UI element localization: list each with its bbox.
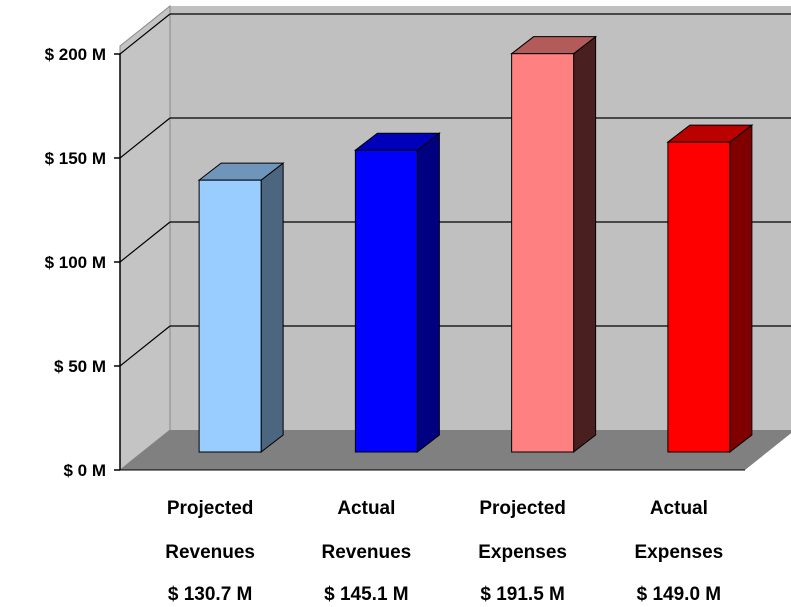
bar-front (511, 53, 575, 453)
category-label: Revenues (165, 542, 255, 563)
floor-plane (120, 430, 791, 470)
value-label: $ 130.7 M (168, 584, 253, 605)
bar-front (354, 149, 418, 453)
value-label: $ 149.0 M (637, 584, 722, 605)
chart-floor (120, 430, 791, 470)
back-wall (170, 6, 791, 430)
bar-3 (510, 35, 598, 454)
y-tick-label: $ 100 M (45, 253, 106, 272)
bar-front (667, 141, 731, 453)
side-wall (119, 4, 171, 472)
bars (197, 35, 754, 454)
chart-walls (119, 4, 791, 472)
y-tick-label: $ 0 M (63, 461, 106, 480)
category-label: Actual (650, 498, 708, 519)
x-category-labels: Projected Revenues $ 130.7 M Actual Revenues… (165, 498, 723, 605)
y-tick-label: $ 50 M (54, 357, 106, 376)
category-label: Projected (479, 498, 566, 519)
y-tick-label: $ 200 M (45, 45, 106, 64)
bar-4 (666, 124, 754, 454)
y-tick-labels: $ 0 M $ 50 M $ 100 M $ 150 M $ 200 M (45, 45, 106, 480)
value-label: $ 191.5 M (480, 584, 565, 605)
y-tick-label: $ 150 M (45, 149, 106, 168)
bar-side (260, 162, 284, 454)
bar-2 (353, 132, 441, 454)
y-axis (114, 53, 745, 471)
bar-1 (197, 162, 285, 454)
category-label: Expenses (478, 542, 567, 563)
category-label: Expenses (635, 542, 724, 563)
side-gridline (119, 117, 171, 159)
category-label: Projected (167, 498, 254, 519)
side-gridline (119, 13, 171, 55)
side-gridline (119, 325, 171, 367)
bar-side (573, 35, 597, 454)
category-label: Actual (337, 498, 395, 519)
category-label: Revenues (321, 542, 411, 563)
bar-side (416, 132, 440, 454)
bar-side (729, 124, 753, 454)
side-gridline (119, 221, 171, 263)
value-label: $ 145.1 M (324, 584, 409, 605)
bar-front (198, 179, 262, 453)
